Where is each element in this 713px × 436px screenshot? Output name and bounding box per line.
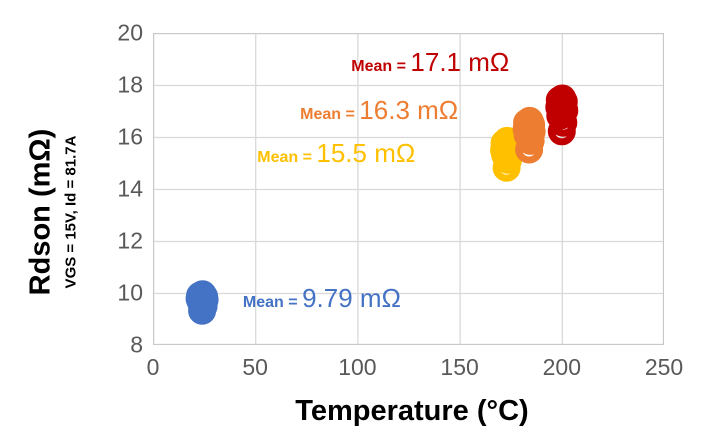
- x-tick-label: 250: [644, 354, 684, 380]
- mean-annotation-prefix: Mean =: [242, 293, 303, 311]
- data-point-ring: [548, 84, 577, 113]
- mean-annotation-value: 9.79 mΩ: [302, 282, 401, 313]
- y-tick-label: 10: [117, 279, 143, 306]
- scatter-cluster-group-200C: [545, 84, 579, 146]
- mean-annotation: Mean = 17.1 mΩ: [351, 49, 509, 75]
- data-point-ring: [515, 106, 544, 135]
- y-axis-title: Rdson (mΩ): [24, 128, 57, 296]
- x-axis-title: Temperature (°C): [295, 395, 529, 427]
- mean-annotation: Mean = 15.5 mΩ: [257, 140, 415, 166]
- mean-annotation-prefix: Mean =: [351, 58, 411, 76]
- x-tick-label: 150: [440, 354, 479, 380]
- x-tick-label: 100: [338, 354, 377, 380]
- mean-annotation-value: 16.3 mΩ: [359, 94, 459, 125]
- data-point-ring: [188, 280, 217, 309]
- mean-annotation-value: 17.1 mΩ: [410, 47, 510, 78]
- scatter-cluster-group-184C: [512, 106, 546, 164]
- x-tick-label: 200: [542, 354, 581, 380]
- y-tick-label: 16: [117, 123, 143, 150]
- x-tick-label: 0: [146, 354, 160, 380]
- plot-border: [153, 33, 664, 345]
- mean-annotation: Mean = 9.79 mΩ: [243, 285, 401, 311]
- y-axis-subtitle: VGS = 15V, Id = 81.7A: [62, 135, 80, 289]
- mean-annotation: Mean = 16.3 mΩ: [300, 97, 458, 123]
- y-tick-label: 14: [117, 175, 143, 202]
- scatter-cluster-room-temp-group: [185, 280, 219, 325]
- y-tick-label: 18: [117, 71, 143, 98]
- mean-annotation-prefix: Mean =: [300, 105, 360, 123]
- mean-annotation-value: 15.5 mΩ: [316, 138, 416, 169]
- y-tick-label: 12: [117, 227, 143, 254]
- plot-area: [153, 33, 664, 345]
- y-tick-label: 8: [130, 331, 143, 358]
- mean-annotation-prefix: Mean =: [257, 149, 317, 167]
- x-tick-label: 50: [242, 354, 268, 380]
- y-tick-label: 20: [117, 19, 143, 46]
